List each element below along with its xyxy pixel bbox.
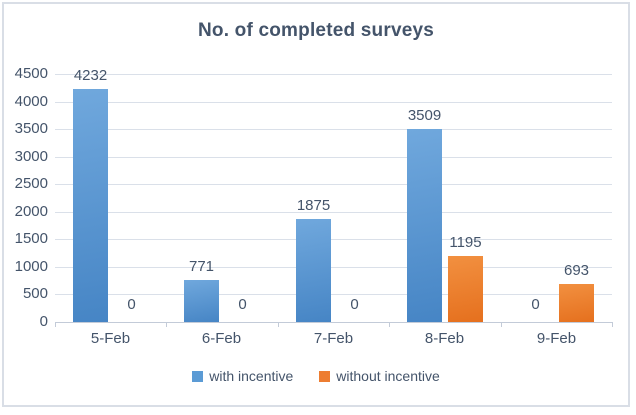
- gridline: [55, 157, 612, 158]
- gridline: [55, 212, 612, 213]
- x-axis-label-9-feb: 9-Feb: [536, 330, 577, 347]
- bar-with-incentive-7-feb: [296, 219, 331, 322]
- x-axis-label-5-feb: 5-Feb: [90, 330, 131, 347]
- x-axis-label-8-feb: 8-Feb: [424, 330, 465, 347]
- x-axis-line: [55, 322, 612, 323]
- data-label-without-incentive-8-feb: 1195: [449, 234, 482, 251]
- y-axis-tick-label: 2000: [14, 203, 48, 220]
- gridline: [55, 239, 612, 240]
- legend: with incentive without incentive: [4, 366, 628, 386]
- data-label-without-incentive-6-feb: 0: [238, 296, 247, 313]
- legend-label-with-incentive: with incentive: [209, 368, 294, 384]
- y-axis-tick-label: 3000: [14, 148, 48, 165]
- gridline: [55, 74, 612, 75]
- gridline: [55, 267, 612, 268]
- y-axis-tick-label: 2500: [14, 175, 48, 192]
- bar-with-incentive-6-feb: [184, 280, 219, 322]
- legend-item-without-incentive: without incentive: [319, 368, 440, 384]
- x-axis-tick: [389, 322, 390, 327]
- x-axis-tick: [166, 322, 167, 327]
- data-label-without-incentive-9-feb: 693: [563, 262, 590, 279]
- chart-container: No. of completed surveys 0 500 1000 1500 200…: [2, 2, 630, 407]
- legend-marker-without-incentive: [319, 370, 331, 382]
- data-label-with-incentive-5-feb: 4232: [73, 67, 108, 84]
- y-axis-tick-label: 0: [39, 313, 48, 330]
- data-label-with-incentive-7-feb: 1875: [296, 197, 331, 214]
- y-axis-tick-label: 4500: [14, 65, 48, 82]
- y-axis-tick-label: 1000: [14, 258, 48, 275]
- gridline: [55, 102, 612, 103]
- x-axis-tick: [612, 322, 613, 327]
- data-label-with-incentive-8-feb: 3509: [407, 107, 442, 124]
- legend-item-with-incentive: with incentive: [192, 368, 293, 384]
- gridline: [55, 184, 612, 185]
- y-axis-tick-label: 4000: [14, 93, 48, 110]
- legend-label-without-incentive: without incentive: [336, 368, 440, 384]
- bar-with-incentive-5-feb: [73, 89, 108, 322]
- legend-marker-with-incentive: [192, 370, 204, 382]
- x-axis-label-6-feb: 6-Feb: [201, 330, 242, 347]
- x-axis-tick: [501, 322, 502, 327]
- x-axis-tick: [55, 322, 56, 327]
- data-label-without-incentive-5-feb: 0: [127, 296, 136, 313]
- x-axis-label-7-feb: 7-Feb: [313, 330, 354, 347]
- y-axis-tick-label: 1500: [14, 230, 48, 247]
- bar-without-incentive-9-feb: [559, 284, 594, 322]
- bar-with-incentive-8-feb: [407, 129, 442, 322]
- y-axis-tick-label: 500: [22, 285, 48, 302]
- chart-title: No. of completed surveys: [197, 20, 435, 41]
- y-axis-tick-label: 3500: [14, 120, 48, 137]
- gridline: [55, 129, 612, 130]
- data-label-without-incentive-7-feb: 0: [350, 296, 359, 313]
- data-label-with-incentive-9-feb: 0: [531, 296, 540, 313]
- data-label-with-incentive-6-feb: 771: [188, 258, 215, 275]
- bar-without-incentive-8-feb: [448, 256, 483, 322]
- plot-area: 0 500 1000 1500 2000 2500 3000 3500 4000 4500 5-Fe…: [15, 66, 613, 347]
- x-axis-tick: [278, 322, 279, 327]
- gridline: [55, 294, 612, 295]
